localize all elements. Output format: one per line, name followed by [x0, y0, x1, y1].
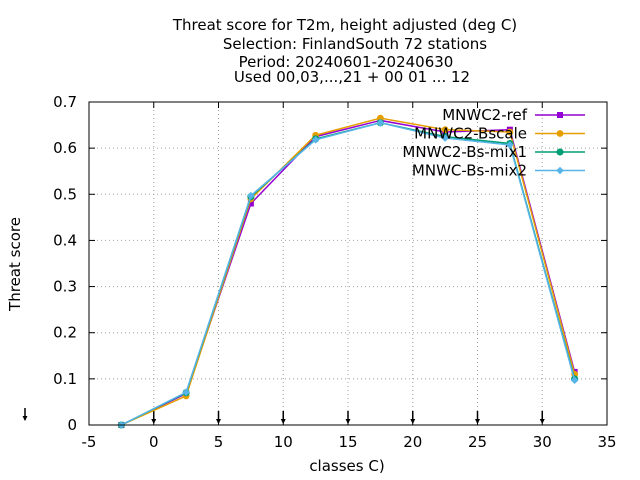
data-point	[506, 141, 514, 149]
x-tick-label: 0	[149, 433, 159, 451]
y-tick-label: 0	[67, 416, 77, 434]
y-tick-label: 0.6	[53, 139, 77, 157]
title-line-1: Threat score for T2m, height adjusted (d…	[172, 16, 517, 34]
data-point	[182, 388, 190, 397]
plot-frame	[88, 101, 608, 426]
series-4	[117, 118, 579, 429]
data-point	[441, 134, 449, 142]
y-axis-label: Threat score	[6, 217, 24, 312]
y-tick-label: 0.3	[53, 278, 77, 296]
y-tick-label: 0.1	[53, 370, 77, 388]
legend-label: MNWC2-Bs-mix1	[402, 143, 527, 161]
data-point	[570, 376, 579, 385]
x-tick-label: 15	[338, 433, 357, 451]
axes: -5 0 5 10 15 20 25 30 35 0 0.1 0.2 0.3 0.4 0.5 0.6 0.7	[53, 93, 616, 451]
title-line-2: Selection: FinlandSouth 72 stations	[223, 35, 487, 53]
x-tick-label: 30	[533, 433, 552, 451]
x-axis-label: classes C)	[309, 457, 384, 475]
plot-series	[117, 114, 579, 429]
legend-label: MNWC2-Bscale	[414, 125, 527, 143]
y-tick-label: 0.2	[53, 324, 77, 342]
legend-swatch-marker	[556, 148, 564, 156]
x-tick-label: 25	[468, 433, 487, 451]
data-point	[311, 136, 320, 144]
legend-swatch-marker	[556, 166, 564, 175]
x-tick-label: 20	[403, 433, 422, 451]
legend-label: MNWC-Bs-mix2	[412, 162, 527, 180]
legend: MNWC2-refMNWC2-BscaleMNWC2-Bs-mix1MNWC-B…	[402, 106, 585, 180]
class-boundary-arrow-head	[151, 419, 157, 424]
class-boundary-arrow-head	[539, 419, 545, 424]
title-line-4: Used 00,03,...,21 + 00 01 ... 12	[234, 68, 470, 86]
class-boundary-arrow-head	[280, 419, 286, 424]
title-line-3: Period: 20240601-20240630	[239, 53, 454, 71]
grid	[89, 102, 607, 425]
class-boundary-arrow-head	[216, 419, 221, 424]
data-point	[247, 200, 254, 207]
y-tick-label: 0.5	[53, 185, 77, 203]
data-point	[247, 191, 255, 200]
data-point	[506, 128, 514, 136]
x-tick-label: 35	[597, 433, 616, 451]
legend-label: MNWC2-ref	[442, 106, 527, 124]
out-of-range-arrow-head	[22, 416, 28, 421]
class-boundary-marks	[22, 408, 545, 424]
chart-title: Threat score for T2m, height adjusted (d…	[172, 16, 517, 86]
y-tick-label: 0.7	[53, 93, 77, 111]
x-tick-label: -5	[82, 433, 97, 451]
x-tick-label: 5	[214, 433, 224, 451]
legend-swatch-marker	[557, 112, 563, 118]
legend-swatch-marker	[556, 130, 564, 137]
series-line	[121, 117, 576, 426]
class-boundary-arrow-head	[345, 419, 351, 424]
y-tick-label: 0.4	[53, 231, 77, 249]
class-boundary-arrow-head	[410, 419, 416, 424]
series-line	[121, 121, 576, 426]
data-point	[376, 118, 385, 127]
class-boundary-arrow-head	[475, 419, 480, 424]
data-point	[441, 126, 449, 134]
x-tick-label: 10	[274, 433, 293, 451]
